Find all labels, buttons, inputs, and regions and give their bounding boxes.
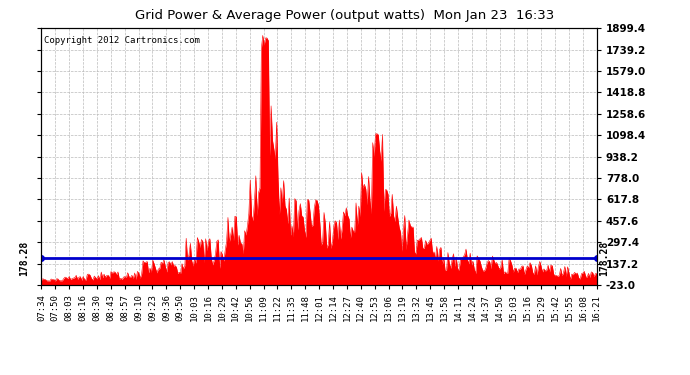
Text: Copyright 2012 Cartronics.com: Copyright 2012 Cartronics.com [44, 36, 200, 45]
Text: 178.28: 178.28 [19, 240, 29, 276]
Text: 178.28: 178.28 [599, 240, 609, 276]
Text: Grid Power & Average Power (output watts)  Mon Jan 23  16:33: Grid Power & Average Power (output watts… [135, 9, 555, 22]
